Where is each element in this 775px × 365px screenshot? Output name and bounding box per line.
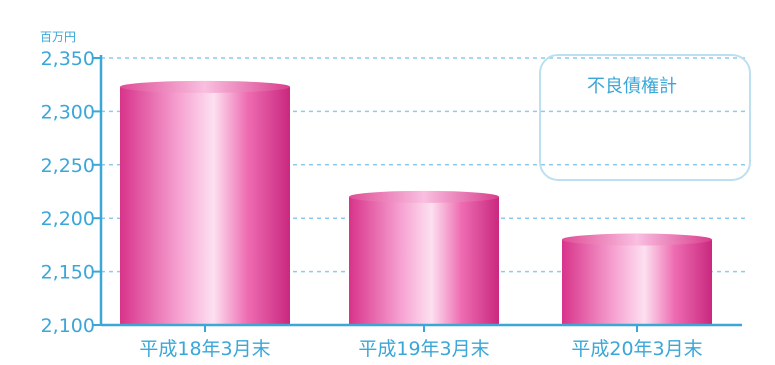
legend-label: 不良債権計 — [587, 76, 677, 97]
bar — [349, 190, 499, 325]
x-category-label: 平成20年3月末 — [571, 338, 702, 360]
bar-top — [562, 233, 712, 246]
y-tick-label: 2,350 — [41, 48, 95, 70]
legend-box — [539, 54, 751, 181]
y-tick-label: 2,200 — [41, 208, 95, 230]
bars — [120, 80, 712, 325]
bar — [562, 233, 712, 325]
y-tick-label: 2,100 — [41, 315, 95, 337]
y-tick-labels: 2,100 2,150 2,200 2,250 2,300 2,350 — [41, 48, 95, 337]
y-tick-label: 2,300 — [41, 101, 95, 123]
bar-body — [120, 86, 290, 325]
bar-top — [120, 80, 290, 93]
y-tick-label: 2,250 — [41, 155, 95, 177]
bar-body — [562, 239, 712, 325]
y-tick-label: 2,150 — [41, 262, 95, 284]
bar-top — [349, 190, 499, 203]
x-category-labels: 平成18年3月末 平成19年3月末 平成20年3月末 — [139, 325, 703, 360]
x-category-label: 平成18年3月末 — [139, 338, 270, 360]
bar-body — [349, 196, 499, 325]
bar — [120, 80, 290, 325]
x-category-label: 平成19年3月末 — [358, 338, 489, 360]
y-axis-unit-label: 百万円 — [40, 30, 76, 44]
